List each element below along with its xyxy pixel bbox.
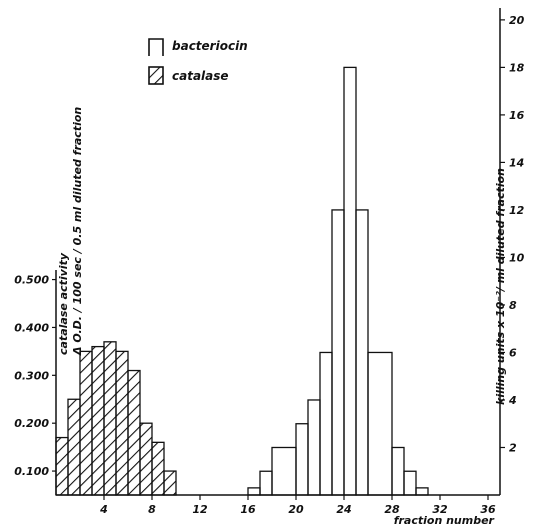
catalase-bar-8: [151, 441, 165, 496]
bacteriocin-bars: [247, 66, 429, 496]
x-axis-ticks: 4 8 12 16 20 24 28 32 36: [99, 495, 496, 516]
catalase-bar-4: [103, 341, 117, 496]
bacteriocin-bar-4: [307, 399, 321, 496]
catalase-bars: [55, 341, 177, 496]
x-tick-label-6: 28: [384, 503, 400, 516]
bacteriocin-bar-8: [355, 209, 369, 496]
catalase-bar-6: [127, 369, 141, 496]
legend-catalase-label: catalase: [172, 69, 229, 83]
legend-bacteriocin-swatch: [148, 38, 164, 56]
left-y-tick-label-0: 0.100: [14, 465, 49, 478]
x-tick-label-3: 16: [240, 503, 256, 516]
x-tick-label-8: 36: [480, 503, 496, 516]
bacteriocin-bar-7: [343, 66, 357, 496]
x-tick-label-5: 24: [336, 503, 351, 516]
bacteriocin-bar-10: [391, 446, 405, 496]
bacteriocin-bar-11: [403, 470, 417, 496]
legend: bacteriocin catalase: [148, 38, 248, 85]
catalase-bar-2: [79, 350, 93, 496]
x-tick-label-4: 20: [288, 503, 304, 516]
x-axis-title: fraction number: [394, 514, 495, 527]
bacteriocin-bar-12: [415, 487, 429, 496]
right-y-tick-label-0: 2: [509, 441, 517, 454]
x-tick-label-1: 8: [148, 503, 156, 516]
right-y-axis-ticks: 2 4 6 8 10 12 14 16 18 20: [500, 14, 525, 454]
left-y-tick-label-4: 0.500: [14, 274, 49, 287]
right-y-axis-title: killing units x 10⁻²/ ml diluted fractio…: [494, 168, 507, 405]
bacteriocin-bar-6: [331, 209, 345, 496]
x-tick-label-0: 4: [99, 503, 108, 516]
bacteriocin-bar-3: [295, 423, 309, 496]
catalase-bar-7: [139, 422, 153, 496]
right-y-tick-label-9: 20: [509, 14, 525, 27]
right-y-tick-label-1: 4: [508, 394, 517, 407]
x-tick-label-7: 32: [432, 503, 448, 516]
legend-catalase-swatch: [148, 66, 164, 85]
right-y-tick-label-2: 6: [509, 346, 517, 359]
right-y-tick-label-8: 18: [509, 61, 525, 74]
left-y-tick-label-2: 0.300: [14, 369, 49, 382]
left-y-axis-title-line2: Δ O.D. / 100 sec / 0.5 ml diluted fracti…: [71, 107, 84, 356]
catalase-bar-5: [115, 350, 129, 496]
catalase-bar-9: [163, 470, 177, 496]
bacteriocin-bar-2: [271, 446, 297, 496]
bacteriocin-bar-0: [247, 487, 261, 496]
left-y-tick-label-3: 0.400: [14, 321, 49, 334]
right-y-tick-label-4: 10: [509, 251, 525, 264]
catalase-bar-1: [67, 398, 81, 496]
right-y-tick-label-3: 8: [509, 299, 517, 312]
right-y-tick-label-7: 16: [509, 109, 525, 122]
bacteriocin-bar-5: [319, 351, 333, 496]
right-y-tick-label-6: 14: [509, 156, 524, 169]
catalase-bar-0: [55, 436, 69, 496]
bacteriocin-bar-1: [259, 470, 273, 496]
left-y-axis-ticks: 0.100 0.200 0.300 0.400 0.500: [14, 274, 56, 478]
right-y-tick-label-5: 12: [509, 204, 525, 217]
x-tick-label-2: 12: [192, 503, 208, 516]
bacteriocin-bar-9: [367, 351, 393, 496]
catalase-bar-3: [91, 345, 105, 496]
left-y-axis-title-line1: catalase activity: [57, 252, 70, 355]
legend-bacteriocin-label: bacteriocin: [172, 39, 248, 53]
left-y-tick-label-1: 0.200: [14, 417, 49, 430]
